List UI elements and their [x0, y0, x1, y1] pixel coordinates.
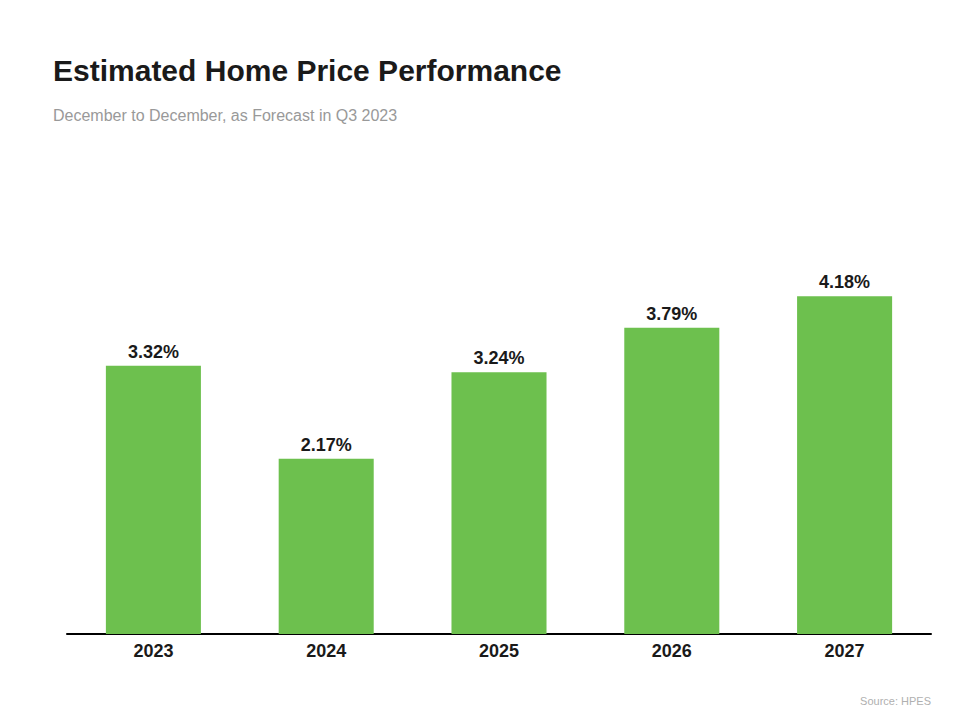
svg-text:4.18%: 4.18% [819, 272, 870, 292]
svg-text:2027: 2027 [825, 641, 865, 661]
svg-text:Source: HPES: Source: HPES [860, 695, 931, 707]
svg-text:2.17%: 2.17% [301, 435, 352, 455]
svg-text:2024: 2024 [306, 641, 346, 661]
svg-text:Estimated Home Price Performan: Estimated Home Price Performance [53, 54, 562, 87]
svg-text:December to December, as Forec: December to December, as Forecast in Q3 … [53, 107, 397, 124]
svg-text:2023: 2023 [133, 641, 173, 661]
svg-text:3.24%: 3.24% [473, 348, 524, 368]
svg-text:2025: 2025 [479, 641, 519, 661]
svg-text:2026: 2026 [652, 641, 692, 661]
svg-text:3.32%: 3.32% [128, 342, 179, 362]
svg-text:3.79%: 3.79% [646, 304, 697, 324]
